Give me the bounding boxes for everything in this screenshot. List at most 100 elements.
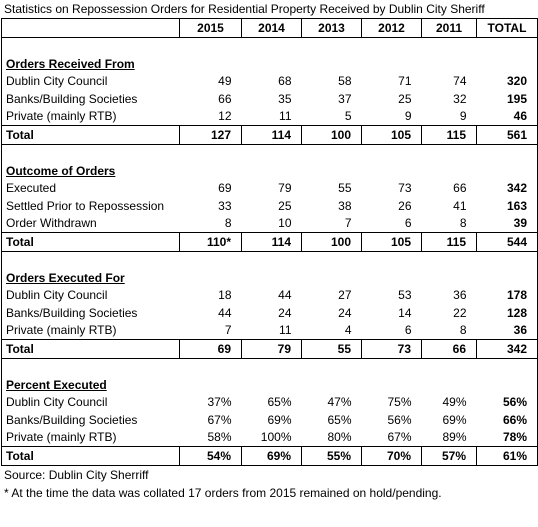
data-cell: 79 — [278, 181, 292, 196]
data-cell: 69 — [218, 181, 232, 196]
data-row: Banks/Building Societies 66 35 37 25 32 195 — [2, 90, 538, 108]
data-cell: 58 — [338, 74, 352, 89]
total-cell: 55% — [301, 446, 362, 466]
blank-cell — [2, 251, 538, 269]
total-cell: 54% — [179, 446, 242, 466]
total-cell: 69 — [179, 339, 242, 359]
data-cell: 33 — [218, 198, 232, 213]
data-cell: 6 — [404, 216, 412, 231]
total-cell: 561 — [476, 125, 538, 145]
total-cell: 105 — [361, 125, 422, 145]
source-note: Source: Dublin City Sherriff — [4, 467, 149, 482]
data-cell: 32 — [453, 91, 467, 106]
data-row: Dublin City Council 18 44 27 53 36 178 — [2, 287, 538, 305]
data-row: Banks/Building Societies 44 24 24 14 22 128 — [2, 304, 538, 322]
section-heading: Percent Executed — [6, 377, 107, 392]
row-label: Dublin City Council — [6, 395, 108, 410]
blank-cell — [2, 144, 538, 162]
data-cell: 4 — [344, 323, 352, 338]
total-cell: 61% — [476, 446, 538, 466]
data-cell: 53 — [398, 288, 412, 303]
data-cell: 39 — [513, 216, 527, 231]
data-cell: 342 — [506, 181, 527, 196]
blank-cell — [2, 358, 538, 376]
stats-table: 2015 2014 2013 2012 2011 TOTAL Orders Received… — [1, 18, 538, 466]
data-cell: 9 — [459, 109, 467, 124]
data-row: Settled Prior to Repossession 33 25 38 26 41 1… — [2, 197, 538, 215]
data-cell: 38 — [338, 198, 352, 213]
data-cell: 68 — [278, 74, 292, 89]
data-cell: 11 — [279, 109, 292, 124]
total-cell: 57% — [421, 446, 477, 466]
total-cell: 105 — [361, 232, 422, 252]
table-body: 2015 2014 2013 2012 2011 TOTAL Orders Received… — [1, 18, 538, 466]
total-row: Total 54% 69% 55% 70% 57% 61% — [1, 446, 538, 466]
data-cell: 66 — [218, 91, 232, 106]
data-cell: 25 — [398, 91, 412, 106]
data-cell: 25 — [278, 198, 292, 213]
data-cell: 89% — [442, 430, 467, 445]
row-label: Dublin City Council — [6, 74, 108, 89]
data-cell: 44 — [218, 305, 232, 320]
data-cell: 24 — [338, 305, 352, 320]
data-cell: 100% — [260, 430, 292, 445]
total-cell: 544 — [476, 232, 538, 252]
total-cell: 100 — [301, 232, 362, 252]
data-row: Private (mainly RTB) 12 11 5 9 9 46 — [2, 108, 538, 126]
data-cell: 66% — [502, 412, 527, 427]
column-header: 2011 — [421, 18, 477, 38]
section-heading-row: Orders Received From — [2, 55, 538, 73]
row-label: Banks/Building Societies — [6, 91, 138, 106]
row-label: Private (mainly RTB) — [6, 109, 117, 124]
data-cell: 7 — [224, 323, 232, 338]
data-cell: 74 — [453, 74, 467, 89]
total-cell: 55 — [301, 339, 362, 359]
data-cell: 41 — [453, 198, 467, 213]
section-heading-row: Outcome of Orders — [2, 162, 538, 180]
data-cell: 26 — [398, 198, 412, 213]
total-label: Total — [1, 446, 180, 466]
data-cell: 7 — [344, 216, 352, 231]
data-cell: 27 — [338, 288, 352, 303]
header-row: 2015 2014 2013 2012 2011 TOTAL — [1, 18, 538, 38]
blank-row — [2, 358, 538, 376]
data-cell: 69% — [267, 412, 292, 427]
section-heading: Orders Received From — [6, 56, 135, 71]
data-cell: 71 — [398, 74, 412, 89]
data-cell: 56% — [387, 412, 412, 427]
data-cell: 49% — [442, 395, 467, 410]
column-header: TOTAL — [476, 18, 538, 38]
data-cell: 8 — [459, 323, 467, 338]
data-cell: 78% — [502, 430, 527, 445]
section-heading-row: Percent Executed — [2, 376, 538, 394]
data-row: Banks/Building Societies 67% 69% 65% 56% 69% 6… — [2, 411, 538, 429]
total-cell: 73 — [361, 339, 422, 359]
data-cell: 128 — [506, 305, 527, 320]
total-cell: 127 — [179, 125, 242, 145]
row-label: Private (mainly RTB) — [6, 430, 117, 445]
data-cell: 195 — [506, 91, 527, 106]
data-cell: 6 — [404, 323, 412, 338]
section-heading: Outcome of Orders — [6, 163, 116, 178]
data-row: Dublin City Council 37% 65% 47% 75% 49% 56% — [2, 394, 538, 412]
total-row: Total 69 79 55 73 66 342 — [1, 339, 538, 359]
row-label: Private (mainly RTB) — [6, 323, 117, 338]
data-cell: 75% — [387, 395, 412, 410]
data-row: Dublin City Council 49 68 58 71 74 320 — [2, 73, 538, 91]
data-cell: 73 — [398, 181, 412, 196]
data-row: Private (mainly RTB) 58% 100% 80% 67% 89% 78% — [2, 429, 538, 447]
data-row: Order Withdrawn 8 10 7 6 8 39 — [2, 215, 538, 233]
column-header: 2014 — [241, 18, 302, 38]
footnote: * At the time the data was collated 17 o… — [4, 485, 442, 500]
blank-row — [2, 37, 538, 55]
blank-row — [2, 251, 538, 269]
total-label: Total — [1, 125, 180, 145]
data-cell: 55 — [338, 181, 352, 196]
blank-row — [2, 144, 538, 162]
data-cell: 65% — [327, 412, 352, 427]
data-row: Private (mainly RTB) 7 11 4 6 8 36 — [2, 322, 538, 340]
blank-cell — [2, 37, 538, 55]
table-title: Statistics on Repossession Orders for Re… — [4, 2, 485, 16]
data-cell: 12 — [218, 109, 232, 124]
